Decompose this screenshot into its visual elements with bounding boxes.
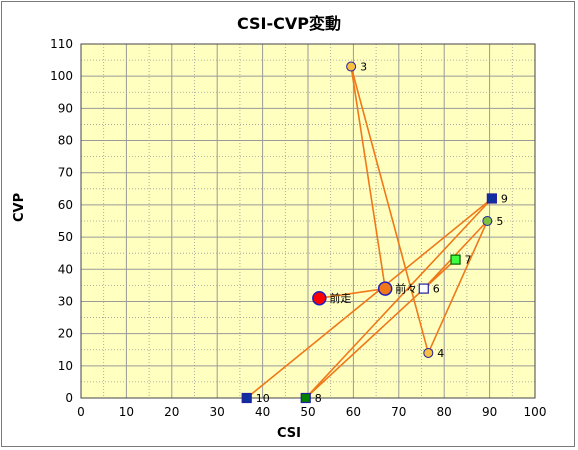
y-tick-label: 60 [58, 198, 73, 212]
point-label: 前々 [395, 282, 417, 296]
x-axis-label: CSI [277, 426, 301, 441]
data-point [450, 254, 461, 265]
point-label: 10 [256, 392, 270, 405]
gridlines [80, 43, 536, 399]
data-points [241, 61, 497, 404]
x-tick-label: 50 [300, 405, 315, 419]
data-point [377, 281, 393, 296]
y-tick-label: 90 [58, 101, 73, 115]
y-tick-label: 10 [58, 359, 73, 373]
data-point [300, 392, 311, 404]
point-label: 4 [437, 347, 444, 360]
point-label: 6 [433, 283, 440, 296]
data-point [346, 61, 357, 72]
data-point [486, 193, 497, 204]
x-tick-label: 40 [255, 405, 270, 419]
data-point [482, 216, 493, 226]
point-label: 3 [360, 61, 367, 74]
data-point [312, 290, 327, 306]
point-label: 5 [496, 215, 503, 228]
y-tick-label: 40 [58, 262, 73, 276]
x-tick-label: 30 [210, 405, 225, 419]
x-tick-label: 90 [482, 405, 497, 419]
x-axis-ticks: 0 10 20 30 40 50 60 70 80 90 100 [77, 405, 546, 419]
point-label: 前走 [329, 291, 351, 305]
data-point [423, 347, 434, 358]
point-label: 7 [465, 254, 472, 267]
x-tick-label: 100 [524, 405, 547, 419]
x-tick-label: 80 [437, 405, 452, 419]
x-tick-label: 10 [119, 405, 134, 419]
y-tick-label: 80 [58, 134, 73, 148]
data-point [241, 392, 252, 404]
point-labels: 前走 前々 3 4 5 6 7 8 9 10 [256, 61, 508, 405]
x-tick-label: 70 [391, 405, 406, 419]
chart-title: CSI-CVP変動 [236, 14, 341, 33]
x-tick-label: 60 [346, 405, 361, 419]
y-tick-label: 50 [58, 230, 73, 244]
x-tick-label: 20 [164, 405, 179, 419]
point-label: 9 [501, 192, 508, 205]
point-label: 8 [315, 392, 322, 405]
y-tick-label: 70 [58, 166, 73, 180]
y-tick-label: 30 [58, 294, 73, 308]
y-tick-label: 110 [50, 37, 73, 51]
y-tick-label: 100 [50, 69, 73, 83]
y-tick-label: 0 [65, 391, 73, 405]
data-point [418, 283, 429, 294]
y-axis-ticks: 0 10 20 30 40 50 60 70 80 90 100 110 [50, 37, 73, 405]
y-tick-label: 20 [58, 327, 73, 341]
x-tick-label: 0 [77, 405, 85, 419]
